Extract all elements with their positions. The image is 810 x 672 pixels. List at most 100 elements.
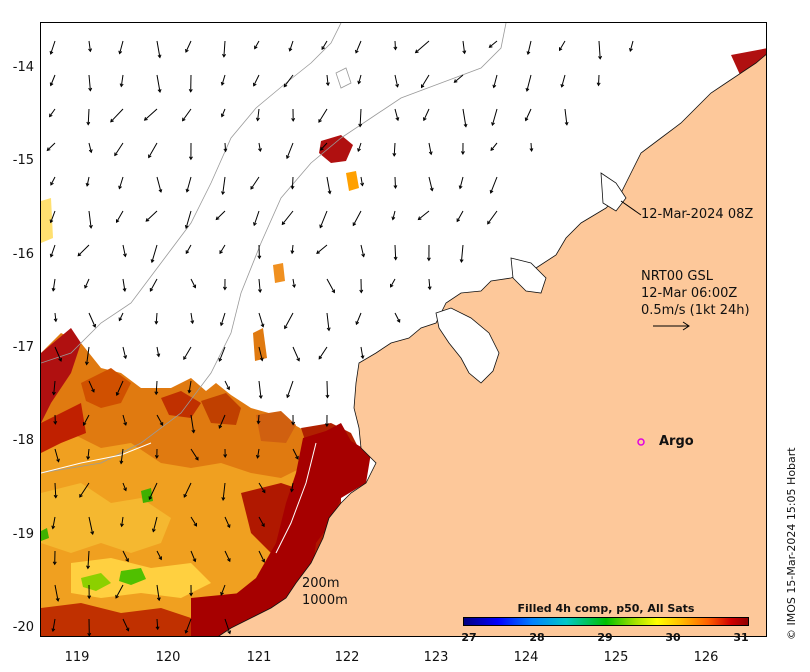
current-vector-head	[125, 558, 129, 563]
current-vector-head	[559, 47, 563, 52]
current-vector-head	[560, 83, 565, 88]
current-vector-head	[154, 455, 159, 459]
current-vector	[118, 312, 124, 321]
current-vector	[79, 482, 90, 498]
current-vector	[257, 448, 260, 458]
current-vector-head	[254, 45, 258, 50]
current-vector-head	[150, 259, 155, 264]
current-vector	[257, 414, 260, 424]
current-vector	[460, 244, 464, 263]
current-vector	[218, 346, 226, 362]
argo-marker[interactable]	[637, 438, 645, 446]
current-vector	[121, 516, 124, 527]
current-vector-head	[86, 456, 91, 461]
current-vector-head	[151, 528, 156, 533]
current-vector	[52, 618, 56, 632]
current-vector-head	[195, 456, 199, 461]
current-vector	[115, 584, 124, 599]
current-vector-head	[119, 83, 124, 88]
current-vector-head	[423, 117, 427, 122]
current-vector	[318, 108, 328, 123]
current-vector-head	[222, 53, 227, 58]
current-vector-head	[360, 182, 365, 187]
current-vector	[462, 108, 467, 127]
current-vector-head	[255, 117, 260, 122]
current-vector	[253, 210, 260, 226]
current-vector-head	[319, 224, 324, 229]
current-vector-head	[357, 80, 362, 85]
current-vector-head	[192, 558, 197, 563]
current-vector-head	[55, 597, 60, 602]
map-frame[interactable]	[40, 22, 767, 637]
current-vector	[292, 346, 300, 362]
current-vector	[122, 414, 127, 426]
current-vector-head	[426, 257, 431, 262]
current-vector-head	[82, 422, 87, 426]
current-vector-head	[88, 149, 93, 154]
current-vector	[291, 176, 294, 189]
current-vector-head	[291, 118, 296, 122]
y-tick-label: -17	[12, 340, 34, 355]
current-vector	[360, 176, 363, 186]
current-vector	[489, 40, 498, 48]
current-vector-head	[414, 49, 419, 54]
current-vector-head	[185, 250, 190, 255]
current-vector-head	[257, 255, 262, 260]
current-vector-head	[331, 289, 335, 294]
current-vector-head	[227, 558, 231, 563]
current-vector-head	[87, 595, 92, 600]
current-vector-head	[53, 420, 58, 425]
current-vector-head	[51, 525, 56, 530]
x-tick-label: 122	[334, 650, 360, 665]
current-vector-head	[460, 151, 465, 155]
current-vector-head	[218, 424, 223, 429]
x-tick-label: 124	[513, 650, 539, 665]
current-vector-head	[490, 147, 495, 152]
current-vector-head	[529, 148, 534, 152]
isobath-1000-label: 1000m	[302, 593, 348, 608]
current-vector-head	[87, 632, 92, 636]
colorbar-title: Filled 4h comp, p50, All Sats	[517, 602, 695, 615]
current-vector-head	[226, 524, 231, 529]
current-vector-head	[391, 216, 396, 221]
current-vector	[190, 550, 196, 562]
current-vector	[258, 346, 263, 361]
current-vector-head	[51, 391, 56, 396]
current-vector-head	[417, 216, 422, 221]
current-vector	[360, 244, 365, 257]
current-vector	[50, 244, 56, 257]
current-vector	[156, 74, 161, 93]
current-vector-head	[598, 55, 603, 60]
current-vector	[50, 74, 56, 86]
current-vector-head	[52, 561, 57, 566]
current-vector-head	[86, 565, 91, 570]
current-vector	[52, 278, 56, 291]
current-vector	[87, 108, 90, 125]
current-vector	[54, 346, 62, 362]
isobaths	[41, 23, 507, 474]
current-vector	[564, 108, 568, 125]
current-vector-head	[220, 591, 224, 596]
current-vector	[318, 346, 328, 360]
current-vector-head	[226, 386, 230, 391]
current-vector-head	[596, 82, 601, 87]
current-vector	[286, 142, 294, 159]
current-vector	[224, 618, 231, 634]
current-vector	[490, 142, 498, 151]
current-vector-head	[290, 488, 294, 493]
current-vector-head	[286, 155, 290, 160]
current-vector-head	[292, 284, 296, 289]
current-vector-head	[220, 113, 225, 118]
current-vector	[54, 312, 57, 322]
current-vector-head	[50, 181, 54, 186]
current-vector	[491, 108, 498, 126]
current-vector	[52, 516, 56, 529]
current-vector	[224, 142, 227, 152]
current-vector-head	[183, 356, 187, 361]
current-vector-head	[463, 123, 468, 128]
current-vector	[88, 516, 94, 535]
current-vector-head	[290, 185, 295, 190]
current-vector-head	[325, 82, 330, 87]
current-vector-head	[77, 252, 82, 257]
current-vector-head	[227, 630, 232, 635]
